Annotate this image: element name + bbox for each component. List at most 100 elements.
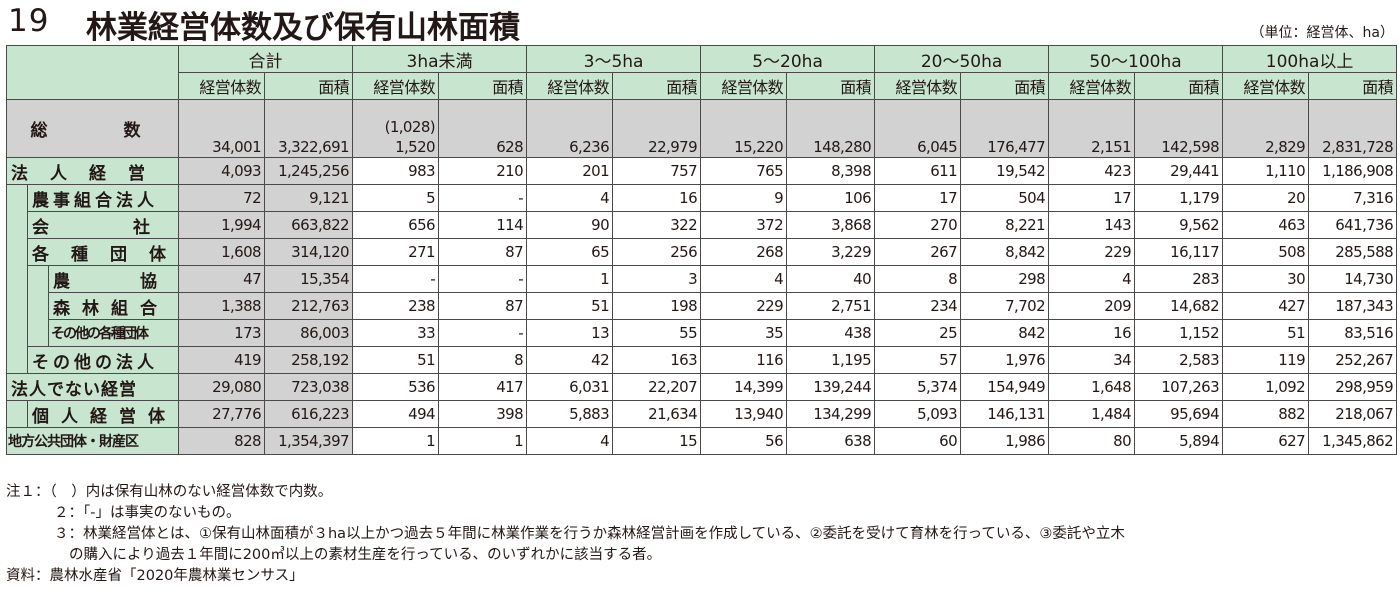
cell-value: 163 — [612, 346, 702, 374]
cell-value: 9,121 — [264, 184, 354, 212]
total-note: (1,028) — [384, 118, 436, 136]
cell-value: 438 — [786, 319, 876, 347]
row-label-text: 農協 — [53, 271, 157, 292]
cell-value: 25 — [874, 319, 962, 347]
cell-value: 641,736 — [1308, 211, 1398, 239]
cell-value: 143 — [1048, 211, 1136, 239]
cell-value: 1,608 — [178, 238, 266, 266]
cell-value: 15,354 — [264, 265, 354, 293]
row-label: 地方公共団体・財産区 — [5, 427, 180, 455]
cell-value: 17 — [874, 184, 962, 212]
cell-value: 1,195 — [786, 346, 876, 374]
cell-value: 258,192 — [264, 346, 354, 374]
cell-value: 8 — [874, 265, 962, 293]
row-label: 個人経営体 — [26, 400, 180, 428]
cell-value: 209 — [1048, 292, 1136, 320]
subheader-area: 面積 — [960, 72, 1050, 100]
row-label-text: 会社 — [32, 217, 150, 238]
cell-value: 29,080 — [178, 373, 266, 401]
cell-value: 765 — [700, 157, 788, 185]
subheader-count: 経営体数 — [1048, 72, 1136, 100]
cell-value: 627 — [1222, 427, 1310, 455]
total-value: 3,322,691 — [264, 99, 354, 158]
cell-value: 298 — [960, 265, 1050, 293]
cell-value: - — [352, 265, 440, 293]
cell-value: 504 — [960, 184, 1050, 212]
cell-value: 114 — [438, 211, 528, 239]
group-header-5-20ha: 5～20ha — [700, 45, 876, 73]
cell-value: 16 — [612, 184, 702, 212]
cell-value: 4 — [1048, 265, 1136, 293]
cell-value: 1,092 — [1222, 373, 1310, 401]
row-indent — [6, 292, 28, 320]
cell-value: 1,648 — [1048, 373, 1136, 401]
row-label: 各種団体 — [26, 238, 180, 266]
cell-value: 14,399 — [700, 373, 788, 401]
cell-value: 6,031 — [526, 373, 614, 401]
row-indent — [6, 184, 28, 212]
row-indent — [6, 211, 28, 239]
cell-value: 882 — [1222, 400, 1310, 428]
table-row: 法人でない経営 29,080 723,038 536 417 6,031 22,207 14,… — [5, 373, 1398, 401]
total-value: 6,045 — [874, 99, 962, 158]
cell-value: 1,110 — [1222, 157, 1310, 185]
cell-value: 51 — [352, 346, 440, 374]
cell-value: 1 — [352, 427, 440, 455]
cell-value: 494 — [352, 400, 440, 428]
cell-value: 1,345,862 — [1308, 427, 1398, 455]
note-3: ３：林業経営体とは、①保有山林面積が３ha以上かつ過去５年間に林業作業を行うか森… — [54, 526, 1125, 542]
table-row: 各種団体 1,608 314,120 271 87 65 256 268 3,229 267 8,8… — [6, 238, 1398, 266]
subheader-count: 経営体数 — [526, 72, 614, 100]
cell-value: 4 — [700, 265, 788, 293]
cell-value: 508 — [1222, 238, 1310, 266]
cell-value: 9,562 — [1134, 211, 1224, 239]
row-label: 法人経営 — [5, 157, 180, 185]
cell-value: 134,299 — [786, 400, 876, 428]
table-row: 会社 1,994663,822656114903223723,8682708,22… — [6, 211, 1398, 239]
row-label: 農事組合法人 — [26, 184, 180, 212]
total-value: 2,151 — [1048, 99, 1136, 158]
cell-value: 3 — [612, 265, 702, 293]
cell-value: 55 — [612, 319, 702, 347]
cell-value: 229 — [1048, 238, 1136, 266]
row-label-text: 森林組合 — [53, 298, 169, 319]
row-label: 農協 — [47, 265, 180, 293]
cell-value: 40 — [786, 265, 876, 293]
total-value: 2,829 — [1222, 99, 1310, 158]
cell-value: 90 — [526, 211, 614, 239]
cell-value: 372 — [700, 211, 788, 239]
note-2: ２：「-」は事実のないもの。 — [54, 505, 241, 521]
table-row: 地方公共団体・財産区 828 1,354,397 1 1 4 15 56 638 60 1,986 8… — [5, 427, 1398, 455]
cell-value: 268 — [700, 238, 788, 266]
cell-value: - — [438, 184, 528, 212]
subheader-area: 面積 — [612, 72, 702, 100]
row-label-text: その他の法人 — [32, 352, 158, 373]
group-header-total: 合計 — [178, 45, 354, 73]
cell-value: 463 — [1222, 211, 1310, 239]
total-value: 15,220 — [700, 99, 788, 158]
cell-value: 267 — [874, 238, 962, 266]
cell-value: 47 — [178, 265, 266, 293]
subheader-count: 経営体数 — [874, 72, 962, 100]
cell-value: 4 — [526, 184, 614, 212]
header-row-groups: 合計 3ha未満 3～5ha 5～20ha 20～50ha 50～100ha 1… — [5, 45, 1398, 100]
row-indent — [6, 319, 28, 347]
cell-value: 1,388 — [178, 292, 266, 320]
cell-value: 842 — [960, 319, 1050, 347]
cell-value: - — [438, 265, 528, 293]
cell-value: 212,763 — [264, 292, 354, 320]
cell-value: 256 — [612, 238, 702, 266]
cell-value: 87 — [438, 238, 528, 266]
cell-value: 757 — [612, 157, 702, 185]
row-label-text: 地方公共団体・財産区 — [8, 434, 139, 450]
cell-value: 270 — [874, 211, 962, 239]
row-indent — [6, 238, 28, 266]
cell-value: 1,186,908 — [1308, 157, 1398, 185]
total-row: 総 数 34,001 3,322,691 (1,028) 1,520 628 6,… — [5, 99, 1398, 158]
table-row: その他の各種団体 173 86,003 33-13 55 35 438 25 842 16 1,15… — [6, 319, 1398, 347]
cell-value: 314,120 — [264, 238, 354, 266]
data-table: 合計 3ha未満 3～5ha 5～20ha 20～50ha 50～100ha 1… — [5, 45, 1398, 455]
subheader-area: 面積 — [1308, 72, 1398, 100]
total-value: 2,831,728 — [1308, 99, 1398, 158]
